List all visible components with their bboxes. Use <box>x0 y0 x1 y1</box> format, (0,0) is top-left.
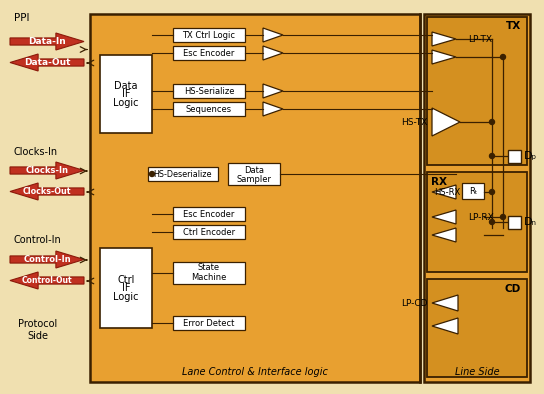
Bar <box>148 167 218 181</box>
Bar <box>90 14 420 382</box>
Text: Esc Encoder: Esc Encoder <box>183 210 234 219</box>
Text: CD: CD <box>505 284 521 294</box>
Bar <box>508 149 521 162</box>
Text: TX Ctrl Logic: TX Ctrl Logic <box>182 30 236 39</box>
Text: PPI: PPI <box>14 13 29 23</box>
Bar <box>173 207 245 221</box>
Text: IF: IF <box>122 283 130 293</box>
Bar <box>173 316 245 330</box>
Polygon shape <box>432 318 458 334</box>
Polygon shape <box>263 84 283 98</box>
Polygon shape <box>432 210 456 224</box>
Polygon shape <box>432 32 456 46</box>
Text: Clocks-In: Clocks-In <box>26 166 69 175</box>
Text: HS-Serialize: HS-Serialize <box>184 87 234 95</box>
Polygon shape <box>10 162 84 179</box>
Bar <box>173 225 245 239</box>
Text: Data-In: Data-In <box>28 37 66 46</box>
Text: Control-Out: Control-Out <box>22 276 72 285</box>
Bar <box>100 248 152 328</box>
Text: Line Side: Line Side <box>455 367 499 377</box>
Text: Logic: Logic <box>113 98 139 108</box>
Text: Ctrl Encoder: Ctrl Encoder <box>183 227 235 236</box>
Bar <box>427 17 527 165</box>
Bar <box>462 183 484 199</box>
Polygon shape <box>10 54 84 71</box>
Polygon shape <box>10 183 84 200</box>
Bar <box>173 84 245 98</box>
Text: State: State <box>198 264 220 273</box>
Text: HS-TX: HS-TX <box>401 117 428 126</box>
Text: Clocks-In: Clocks-In <box>14 147 58 157</box>
Text: Control-In: Control-In <box>23 255 71 264</box>
Text: HS-Deserialize: HS-Deserialize <box>154 169 212 178</box>
Bar <box>173 262 245 284</box>
Polygon shape <box>432 295 458 311</box>
Polygon shape <box>263 102 283 116</box>
Text: Data: Data <box>244 165 264 175</box>
Bar <box>427 279 527 377</box>
Text: Data-Out: Data-Out <box>24 58 70 67</box>
Text: Dₙ: Dₙ <box>524 217 537 227</box>
Text: Esc Encoder: Esc Encoder <box>183 48 234 58</box>
Circle shape <box>490 219 494 225</box>
Text: Sampler: Sampler <box>237 175 271 184</box>
Text: LP-CD: LP-CD <box>401 299 428 307</box>
Bar <box>508 216 521 229</box>
Polygon shape <box>10 33 84 50</box>
Polygon shape <box>432 108 460 136</box>
Text: Machine: Machine <box>191 273 227 282</box>
Polygon shape <box>432 185 456 199</box>
Text: IF: IF <box>122 89 130 99</box>
Circle shape <box>500 214 505 219</box>
Polygon shape <box>10 251 84 268</box>
Circle shape <box>490 119 494 125</box>
Bar <box>173 46 245 60</box>
Text: Lane Control & Interface logic: Lane Control & Interface logic <box>182 367 328 377</box>
Text: Rₜ: Rₜ <box>469 186 477 195</box>
Circle shape <box>490 154 494 158</box>
Polygon shape <box>432 228 456 242</box>
Polygon shape <box>263 46 283 60</box>
Text: Dₚ: Dₚ <box>524 151 537 161</box>
Text: LP-TX: LP-TX <box>468 35 492 43</box>
Text: Sequences: Sequences <box>186 104 232 113</box>
Text: Control-In: Control-In <box>14 235 62 245</box>
Text: Logic: Logic <box>113 292 139 302</box>
Bar <box>424 14 530 382</box>
Bar <box>173 28 245 42</box>
Bar <box>228 163 280 185</box>
Text: HS-RX: HS-RX <box>434 188 460 197</box>
Text: Data: Data <box>114 81 138 91</box>
Bar <box>100 55 152 133</box>
Circle shape <box>500 54 505 59</box>
Text: LP-RX: LP-RX <box>468 212 494 221</box>
Bar <box>173 102 245 116</box>
Polygon shape <box>432 50 456 64</box>
Circle shape <box>490 190 494 195</box>
Text: Clocks-Out: Clocks-Out <box>23 187 71 196</box>
Text: Error Detect: Error Detect <box>183 318 234 327</box>
Bar <box>427 172 527 272</box>
Polygon shape <box>10 272 84 289</box>
Text: Ctrl: Ctrl <box>118 275 135 285</box>
Text: TX: TX <box>505 21 521 31</box>
Polygon shape <box>263 28 283 42</box>
Text: Protocol
Side: Protocol Side <box>18 319 58 341</box>
Circle shape <box>150 171 154 177</box>
Text: RX: RX <box>431 177 447 187</box>
